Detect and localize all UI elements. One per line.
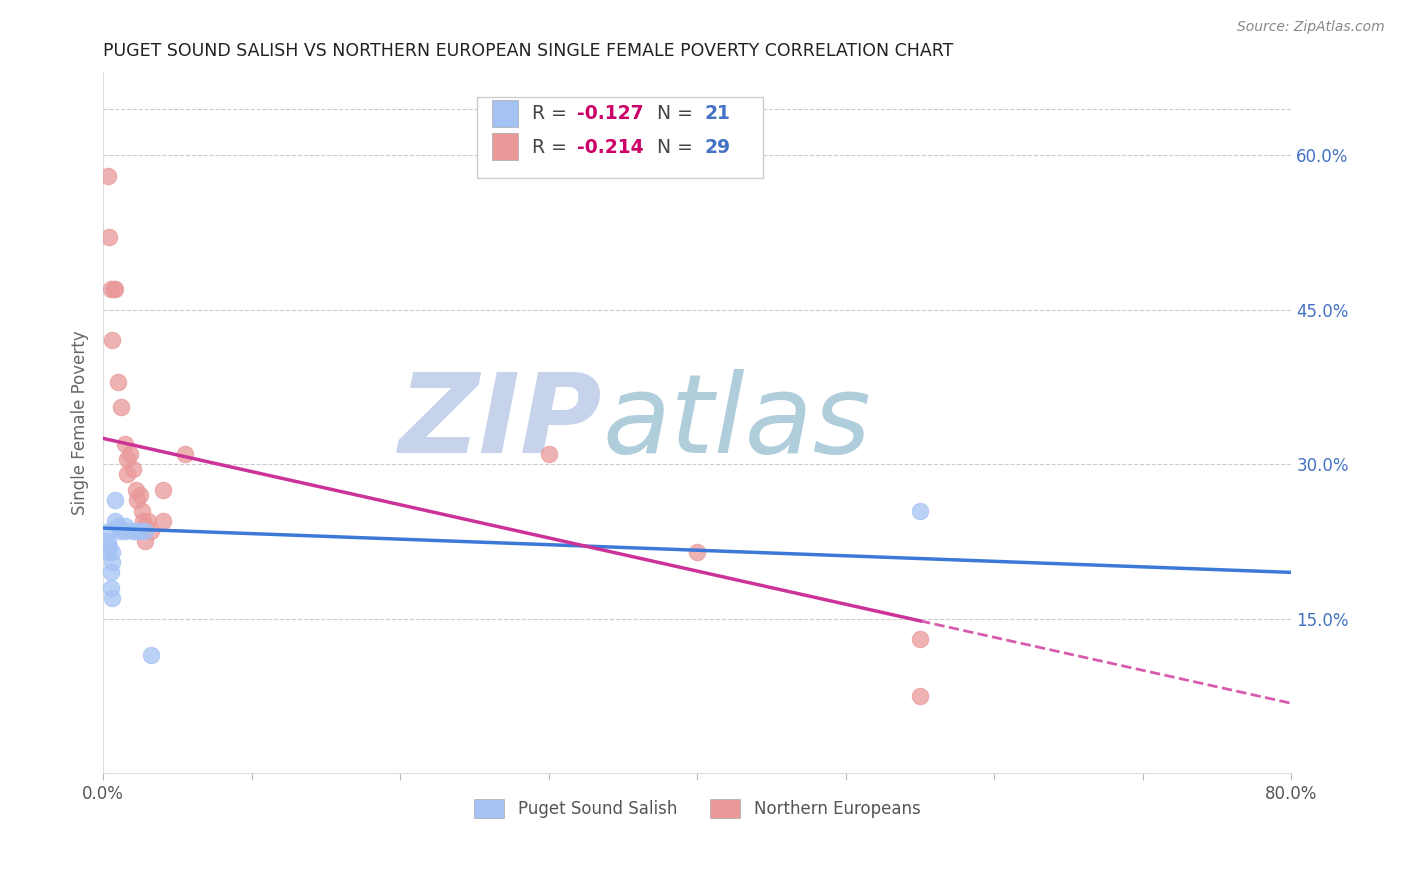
- Point: [152, 514, 174, 528]
- Legend: Puget Sound Salish, Northern Europeans: Puget Sound Salish, Northern Europeans: [468, 792, 927, 825]
- Point: [100, 566, 122, 580]
- FancyBboxPatch shape: [492, 101, 517, 127]
- Point: [98, 524, 121, 538]
- Text: 29: 29: [704, 138, 731, 157]
- Point: [100, 581, 122, 595]
- Point: [97, 169, 120, 183]
- Point: [537, 447, 560, 461]
- Point: [98, 230, 121, 244]
- Point: [97, 534, 120, 549]
- Point: [125, 483, 148, 497]
- Point: [125, 524, 148, 538]
- FancyBboxPatch shape: [492, 134, 517, 160]
- Text: 21: 21: [704, 104, 730, 123]
- Point: [139, 524, 162, 538]
- Text: ZIP: ZIP: [399, 369, 602, 476]
- Point: [115, 467, 138, 482]
- Text: atlas: atlas: [602, 369, 870, 476]
- Point: [686, 545, 709, 559]
- Point: [127, 493, 149, 508]
- Point: [107, 375, 129, 389]
- Text: N =: N =: [645, 138, 699, 157]
- Point: [104, 514, 127, 528]
- Point: [103, 282, 125, 296]
- Point: [129, 488, 152, 502]
- Point: [101, 591, 124, 606]
- Point: [152, 483, 174, 497]
- Point: [132, 514, 155, 528]
- Y-axis label: Single Female Poverty: Single Female Poverty: [72, 331, 89, 516]
- Point: [100, 282, 122, 296]
- Point: [107, 519, 129, 533]
- Point: [98, 540, 121, 554]
- Text: Source: ZipAtlas.com: Source: ZipAtlas.com: [1237, 20, 1385, 34]
- Point: [134, 534, 156, 549]
- Point: [134, 519, 156, 533]
- Point: [129, 524, 152, 538]
- Point: [908, 632, 931, 647]
- FancyBboxPatch shape: [478, 97, 762, 178]
- Point: [114, 519, 136, 533]
- Point: [101, 555, 124, 569]
- Text: R =: R =: [531, 104, 574, 123]
- Text: -0.214: -0.214: [578, 138, 644, 157]
- Point: [118, 447, 141, 461]
- Point: [121, 462, 143, 476]
- Point: [136, 514, 159, 528]
- Point: [110, 524, 132, 538]
- Text: PUGET SOUND SALISH VS NORTHERN EUROPEAN SINGLE FEMALE POVERTY CORRELATION CHART: PUGET SOUND SALISH VS NORTHERN EUROPEAN …: [103, 42, 953, 60]
- Point: [104, 282, 127, 296]
- Point: [134, 524, 156, 538]
- Point: [131, 503, 153, 517]
- Text: R =: R =: [531, 138, 574, 157]
- Point: [908, 503, 931, 517]
- Point: [115, 452, 138, 467]
- Point: [104, 493, 127, 508]
- Text: N =: N =: [645, 104, 699, 123]
- Point: [173, 447, 195, 461]
- Point: [110, 401, 132, 415]
- Point: [114, 524, 136, 538]
- Point: [908, 689, 931, 703]
- Point: [121, 524, 143, 538]
- Text: -0.127: -0.127: [578, 104, 644, 123]
- Point: [101, 545, 124, 559]
- Point: [101, 334, 124, 348]
- Point: [114, 436, 136, 450]
- Point: [139, 648, 162, 662]
- Point: [97, 545, 120, 559]
